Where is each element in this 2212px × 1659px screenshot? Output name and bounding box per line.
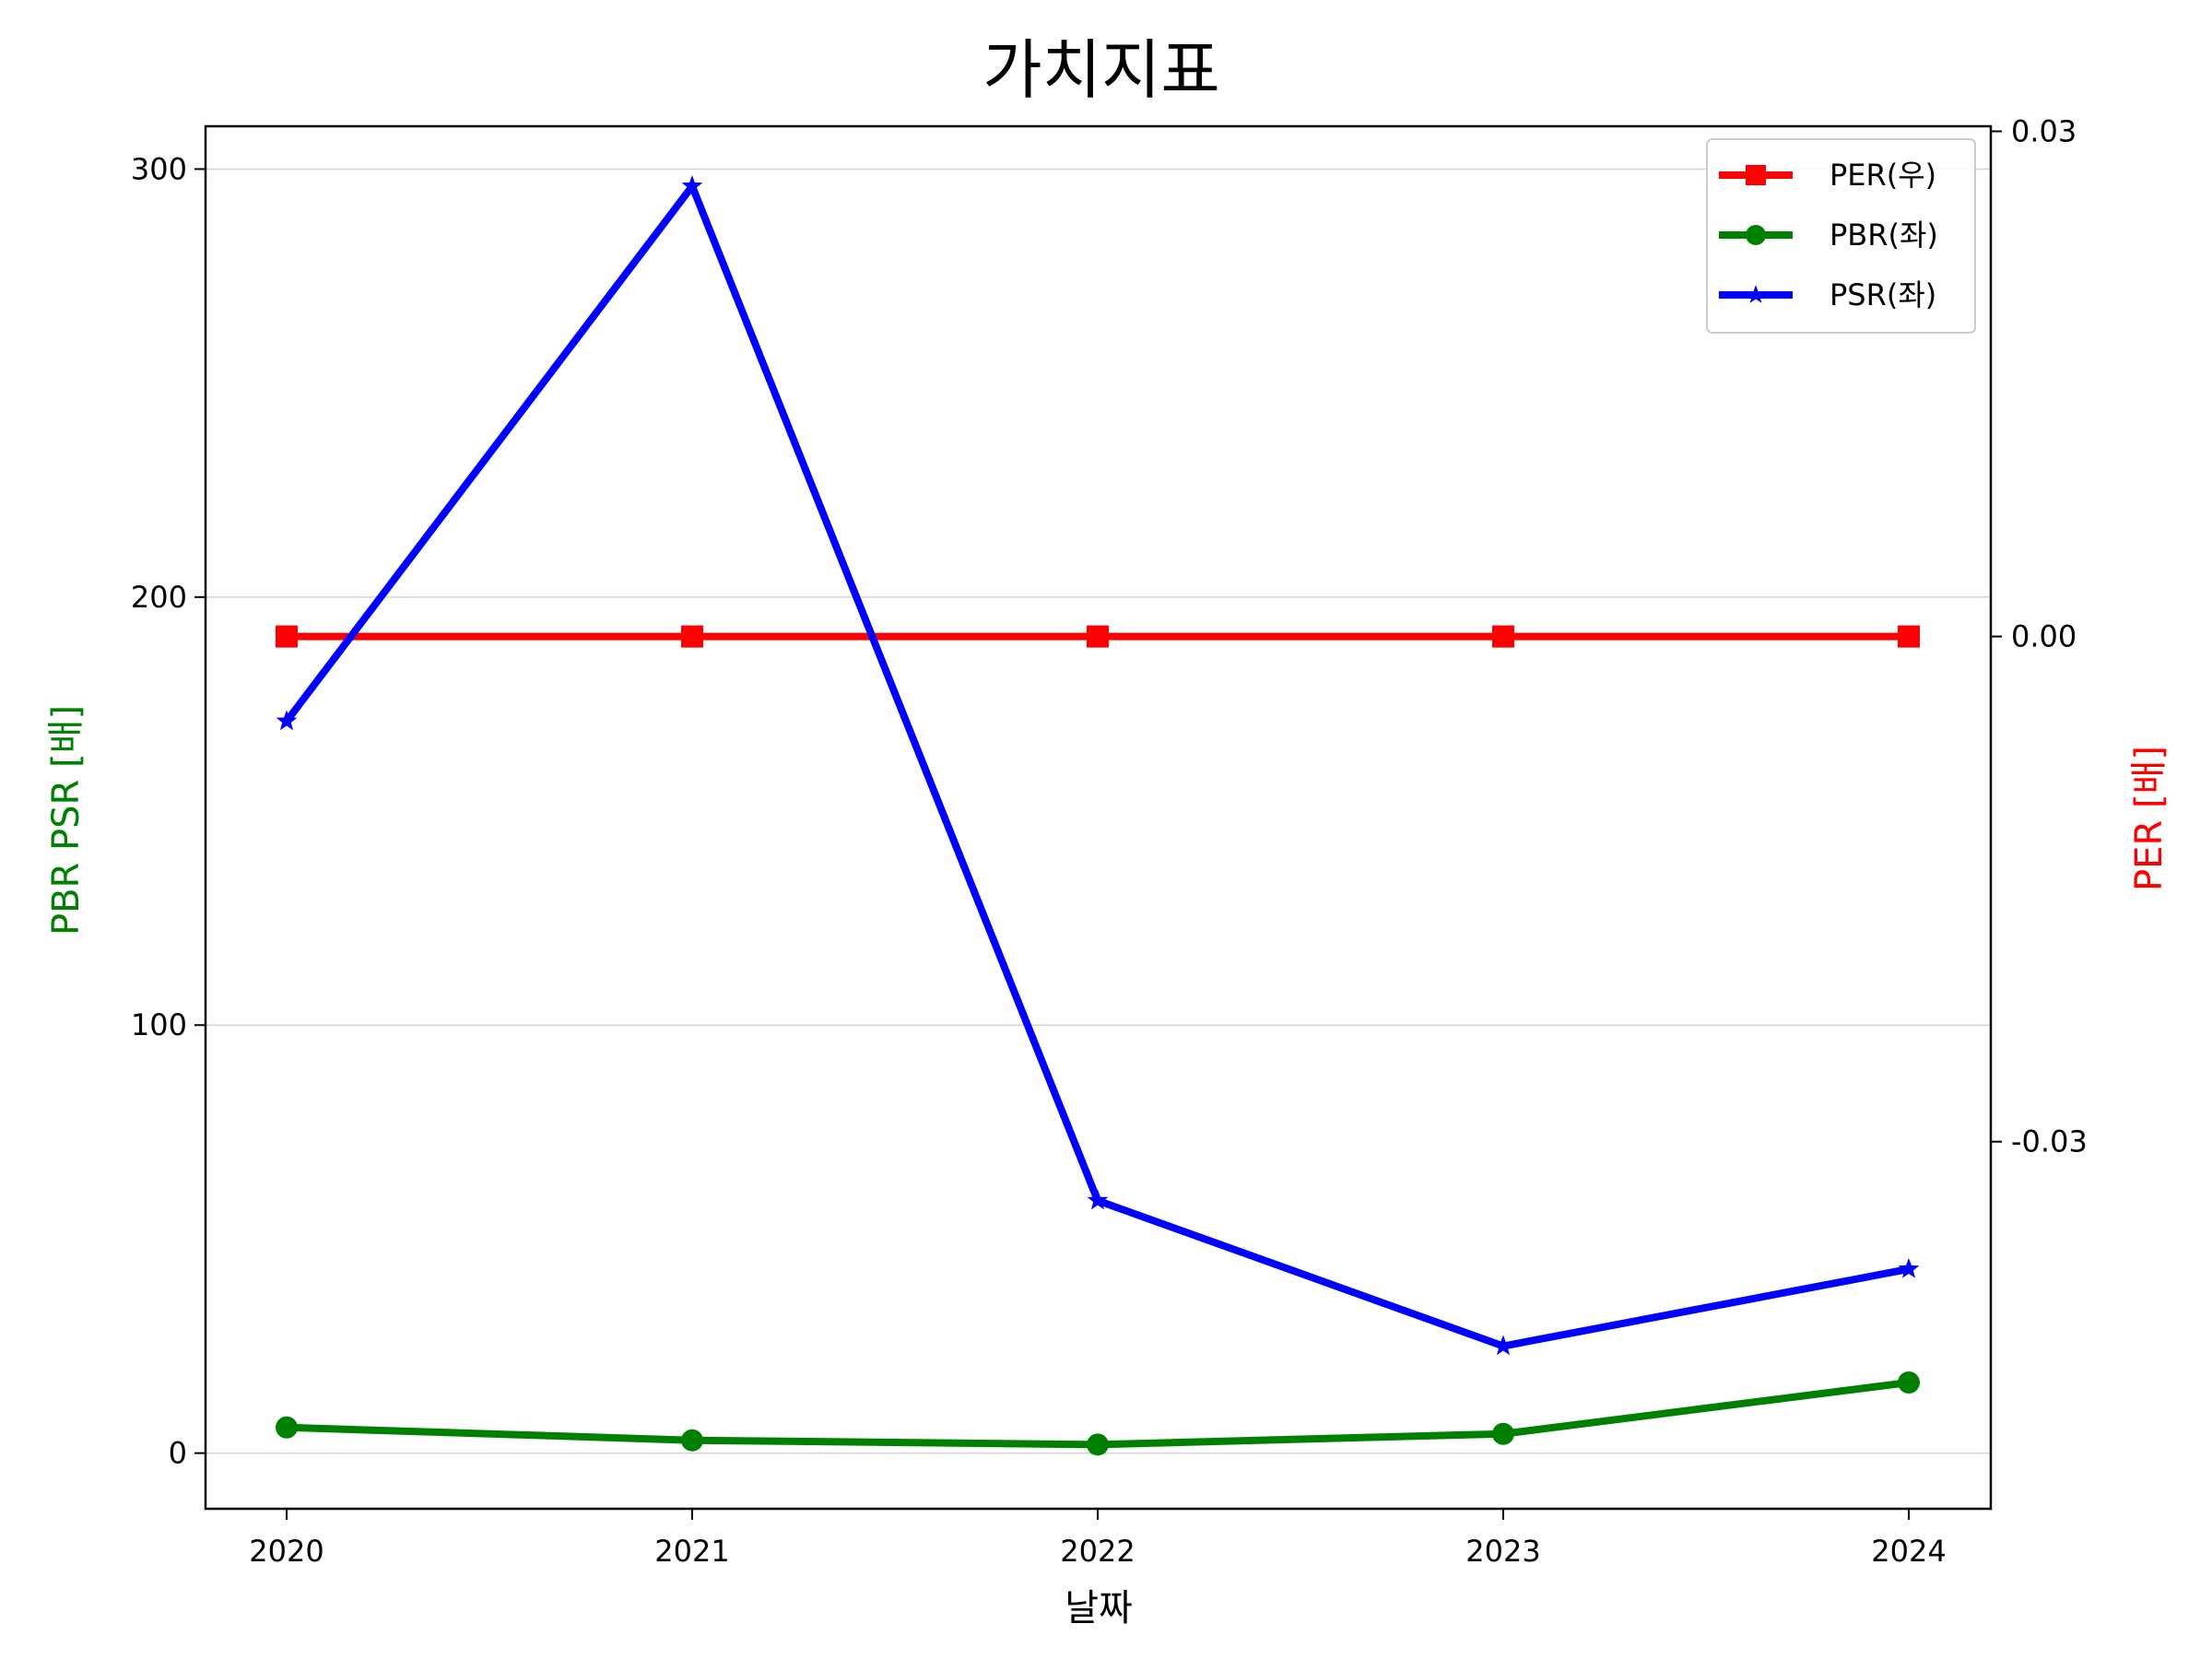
data-point-star — [1492, 1335, 1514, 1356]
legend-item: PSR(좌) — [1719, 277, 1936, 312]
left-y-tick-label: 200 — [131, 580, 187, 615]
data-point-circle — [1087, 1433, 1109, 1456]
left-y-axis-title: PBR PSR [배] — [45, 705, 88, 935]
data-point-square — [1898, 625, 1920, 648]
legend-label: PBR(좌) — [1830, 218, 1938, 253]
data-point-circle — [276, 1416, 298, 1439]
x-tick-label: 2023 — [1465, 1534, 1540, 1569]
right-y-tick-label: 0.00 — [2011, 619, 2077, 654]
left-y-axis: 0 100 200 300 — [131, 151, 206, 1471]
data-point-star — [1746, 285, 1766, 303]
data-point-circle — [1746, 225, 1766, 245]
x-axis-title: 날짜 — [1065, 1587, 1133, 1630]
chart-title: 가치지표 — [982, 32, 1220, 108]
data-point-circle — [1492, 1422, 1514, 1445]
x-tick-label: 2024 — [1871, 1534, 1946, 1569]
x-tick-label: 2022 — [1060, 1534, 1135, 1569]
grid-lines — [206, 168, 1991, 1454]
right-y-axis-title: PER [배] — [2128, 746, 2171, 891]
legend-label: PSR(좌) — [1830, 277, 1936, 312]
data-point-star — [1087, 1189, 1109, 1210]
right-y-axis: -0.03 0.00 0.03 — [1991, 113, 2088, 1159]
x-axis: 2020 2021 2022 2023 2024 — [249, 1509, 1947, 1569]
data-point-star — [276, 710, 298, 731]
left-y-tick-label: 300 — [131, 151, 187, 186]
data-point-square — [1492, 625, 1514, 648]
data-point-star — [1898, 1257, 1920, 1278]
data-point-square — [1087, 625, 1109, 648]
series-circle — [276, 1371, 1920, 1456]
data-point-circle — [1898, 1371, 1920, 1394]
right-y-tick-label: -0.03 — [2011, 1124, 2088, 1159]
data-point-circle — [681, 1429, 703, 1452]
data-point-square — [1746, 165, 1766, 185]
right-y-tick-label: 0.03 — [2011, 113, 2077, 148]
legend-box — [1706, 138, 1976, 334]
data-point-star — [681, 175, 703, 195]
x-tick-label: 2020 — [249, 1534, 324, 1569]
left-y-tick-label: 0 — [169, 1436, 187, 1471]
data-point-square — [276, 625, 298, 648]
left-y-tick-label: 100 — [131, 1007, 187, 1042]
plot-series — [276, 175, 1920, 1456]
legend-label: PER(우) — [1830, 158, 1936, 193]
x-tick-label: 2021 — [654, 1534, 729, 1569]
data-point-square — [681, 625, 703, 648]
series-star — [276, 175, 1920, 1356]
series-line — [283, 182, 1910, 1350]
legend-item: PER(우) — [1719, 158, 1936, 193]
series-square — [276, 625, 1920, 648]
legend: PER(우) PBR(좌) PSR(좌) — [1706, 138, 1976, 334]
legend-item: PBR(좌) — [1719, 218, 1938, 253]
